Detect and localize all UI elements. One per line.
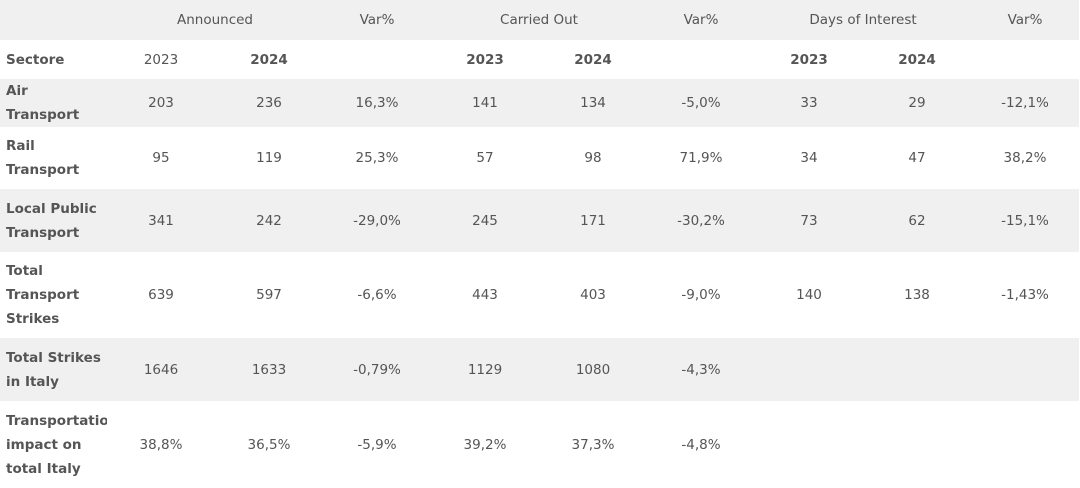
cell-days-2023: 33 bbox=[755, 79, 863, 127]
header-blank bbox=[323, 40, 431, 79]
cell-carried-var: -9,0% bbox=[647, 252, 755, 338]
cell-announced-2023: 95 bbox=[107, 127, 215, 189]
cell-carried-2023: 141 bbox=[431, 79, 539, 127]
header-row-years: Sectore 2023 2024 2023 2024 2023 2024 bbox=[0, 40, 1079, 79]
cell-carried-2024: 171 bbox=[539, 189, 647, 252]
cell-announced-2024: 242 bbox=[215, 189, 323, 252]
cell-carried-2023: 39,2% bbox=[431, 401, 539, 488]
cell-days-2024: 62 bbox=[863, 189, 971, 252]
table-row: Total Strikes in Italy 1646 1633 -0,79% … bbox=[0, 338, 1079, 401]
cell-announced-2023: 639 bbox=[107, 252, 215, 338]
cell-carried-var: 71,9% bbox=[647, 127, 755, 189]
header-days-of-interest: Days of Interest bbox=[755, 0, 971, 40]
cell-announced-2024: 36,5% bbox=[215, 401, 323, 488]
cell-days-2024 bbox=[863, 338, 971, 401]
cell-days-2023: 140 bbox=[755, 252, 863, 338]
cell-days-var: -1,43% bbox=[971, 252, 1079, 338]
cell-announced-var: -6,6% bbox=[323, 252, 431, 338]
cell-days-2023 bbox=[755, 401, 863, 488]
cell-carried-2024: 134 bbox=[539, 79, 647, 127]
cell-carried-var: -5,0% bbox=[647, 79, 755, 127]
table-row: Air Transport 203 236 16,3% 141 134 -5,0… bbox=[0, 79, 1079, 127]
header-year-carried-2024: 2024 bbox=[539, 40, 647, 79]
cell-carried-2023: 57 bbox=[431, 127, 539, 189]
header-row-groups: Announced Var% Carried Out Var% Days of … bbox=[0, 0, 1079, 40]
header-year-days-2023: 2023 bbox=[755, 40, 863, 79]
header-year-days-2024: 2024 bbox=[863, 40, 971, 79]
table-row: Total Transport Strikes 639 597 -6,6% 44… bbox=[0, 252, 1079, 338]
cell-announced-2024: 597 bbox=[215, 252, 323, 338]
cell-carried-var: -30,2% bbox=[647, 189, 755, 252]
cell-announced-var: -0,79% bbox=[323, 338, 431, 401]
cell-days-2023: 34 bbox=[755, 127, 863, 189]
cell-announced-2024: 119 bbox=[215, 127, 323, 189]
cell-days-2024: 138 bbox=[863, 252, 971, 338]
cell-carried-var: -4,3% bbox=[647, 338, 755, 401]
cell-carried-2024: 37,3% bbox=[539, 401, 647, 488]
cell-announced-var: 16,3% bbox=[323, 79, 431, 127]
cell-announced-2023: 1646 bbox=[107, 338, 215, 401]
row-label: Total Strikes in Italy bbox=[0, 338, 107, 401]
cell-carried-2024: 1080 bbox=[539, 338, 647, 401]
table-row: Local Public Transport 341 242 -29,0% 24… bbox=[0, 189, 1079, 252]
header-year-carried-2023: 2023 bbox=[431, 40, 539, 79]
cell-carried-2023: 443 bbox=[431, 252, 539, 338]
cell-days-2023: 73 bbox=[755, 189, 863, 252]
header-year-announced-2023: 2023 bbox=[107, 40, 215, 79]
table-row: Transportation's impact on total Italy 3… bbox=[0, 401, 1079, 488]
row-label: Air Transport bbox=[0, 79, 107, 127]
cell-carried-2023: 1129 bbox=[431, 338, 539, 401]
row-label: Transportation's impact on total Italy bbox=[0, 401, 107, 488]
header-year-announced-2024: 2024 bbox=[215, 40, 323, 79]
cell-days-var bbox=[971, 401, 1079, 488]
cell-carried-2023: 245 bbox=[431, 189, 539, 252]
cell-carried-var: -4,8% bbox=[647, 401, 755, 488]
header-blank bbox=[971, 40, 1079, 79]
cell-announced-var: -29,0% bbox=[323, 189, 431, 252]
cell-carried-2024: 98 bbox=[539, 127, 647, 189]
cell-days-var: -15,1% bbox=[971, 189, 1079, 252]
cell-days-2024 bbox=[863, 401, 971, 488]
table-row: Rail Transport 95 119 25,3% 57 98 71,9% … bbox=[0, 127, 1079, 189]
header-empty-cell bbox=[0, 0, 107, 40]
cell-announced-var: 25,3% bbox=[323, 127, 431, 189]
cell-announced-2023: 203 bbox=[107, 79, 215, 127]
cell-days-var bbox=[971, 338, 1079, 401]
cell-days-2024: 47 bbox=[863, 127, 971, 189]
cell-announced-2023: 38,8% bbox=[107, 401, 215, 488]
cell-carried-2024: 403 bbox=[539, 252, 647, 338]
cell-days-2023 bbox=[755, 338, 863, 401]
header-blank bbox=[647, 40, 755, 79]
header-announced: Announced bbox=[107, 0, 323, 40]
cell-announced-2024: 236 bbox=[215, 79, 323, 127]
row-label: Rail Transport bbox=[0, 127, 107, 189]
cell-days-var: -12,1% bbox=[971, 79, 1079, 127]
header-var-days: Var% bbox=[971, 0, 1079, 40]
cell-days-var: 38,2% bbox=[971, 127, 1079, 189]
cell-announced-2023: 341 bbox=[107, 189, 215, 252]
header-sector: Sectore bbox=[0, 40, 107, 79]
header-var-announced: Var% bbox=[323, 0, 431, 40]
cell-announced-var: -5,9% bbox=[323, 401, 431, 488]
row-label: Local Public Transport bbox=[0, 189, 107, 252]
cell-days-2024: 29 bbox=[863, 79, 971, 127]
cell-announced-2024: 1633 bbox=[215, 338, 323, 401]
header-carried-out: Carried Out bbox=[431, 0, 647, 40]
row-label: Total Transport Strikes bbox=[0, 252, 107, 338]
header-var-carried: Var% bbox=[647, 0, 755, 40]
